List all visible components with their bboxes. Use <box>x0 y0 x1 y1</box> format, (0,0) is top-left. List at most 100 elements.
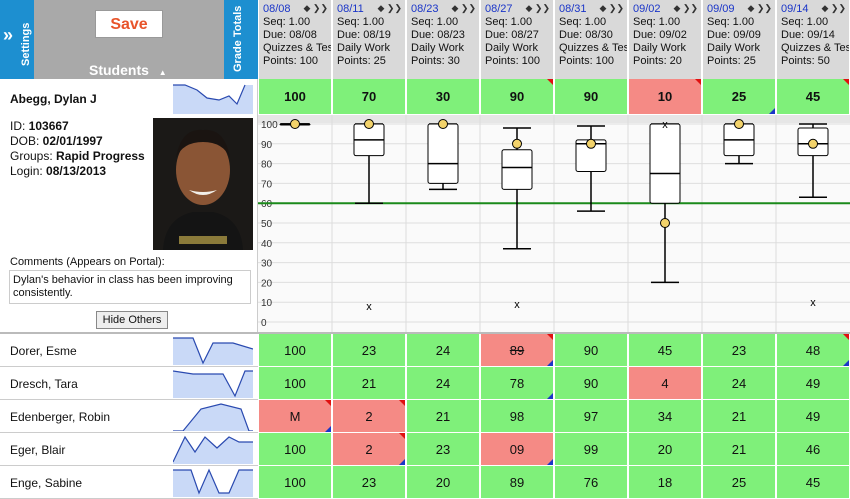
reorder-arrows-icon[interactable]: ◆ ❯❯ <box>747 3 772 13</box>
student-name[interactable]: Enge, Sabine <box>10 476 83 490</box>
students-sort-header[interactable]: Students ▲ <box>89 62 167 78</box>
assignment-date[interactable]: 08/11 <box>337 3 364 15</box>
grade-cell[interactable]: 76 <box>554 466 627 499</box>
assignment-header[interactable]: 09/09 ◆ ❯❯ Seq: 1.00 Due: 09/09 Daily Work Po… <box>702 0 775 79</box>
assignment-date[interactable]: 08/31 <box>559 3 587 15</box>
reorder-arrows-icon[interactable]: ◆ ❯❯ <box>599 3 624 13</box>
grade-totals-tab[interactable]: Grade Totals <box>224 0 258 79</box>
flag-icon <box>547 334 553 340</box>
grade-cell[interactable]: 24 <box>406 334 479 367</box>
grade-cell[interactable]: 100 <box>258 334 331 367</box>
students-header: Save Students ▲ <box>34 0 224 79</box>
student-name[interactable]: Dresch, Tara <box>10 377 78 391</box>
row-divider <box>0 465 258 466</box>
reorder-arrows-icon[interactable]: ◆ ❯❯ <box>451 3 476 13</box>
assignment-header[interactable]: 09/02 ◆ ❯❯ Seq: 1.00 Due: 09/02 Daily Work Po… <box>628 0 701 79</box>
grade-cell[interactable]: 2 <box>332 433 405 466</box>
student-dob-line: DOB: 02/01/1997 <box>10 134 103 148</box>
grade-cell[interactable]: 100 <box>258 433 331 466</box>
hide-others-button[interactable]: Hide Others <box>96 311 168 329</box>
grade-cell[interactable]: 20 <box>628 433 701 466</box>
assignment-header[interactable]: 08/11 ◆ ❯❯ Seq: 1.00 Due: 08/19 Daily Work Po… <box>332 0 405 79</box>
grade-cell[interactable]: 100 <box>258 466 331 499</box>
student-login-line: Login: 08/13/2013 <box>10 164 107 178</box>
grade-cell[interactable]: 48 <box>776 334 849 367</box>
assignment-due: Due: 09/09 <box>707 29 761 41</box>
reorder-arrows-icon[interactable]: ◆ ❯❯ <box>821 3 846 13</box>
box <box>501 149 533 190</box>
grade-cell[interactable]: 25 <box>702 466 775 499</box>
assignment-header[interactable]: 08/23 ◆ ❯❯ Seq: 1.00 Due: 08/23 Daily Work Po… <box>406 0 479 79</box>
grade-cell[interactable]: 90 <box>554 334 627 367</box>
grade-cell[interactable]: 23 <box>332 334 405 367</box>
grade-cell[interactable]: 45 <box>628 334 701 367</box>
grade-cell[interactable]: 90 <box>554 79 627 115</box>
y-tick-label: 80 <box>261 160 273 171</box>
assignment-date[interactable]: 09/14 <box>781 3 809 15</box>
grade-cell[interactable]: M <box>258 400 331 433</box>
reorder-arrows-icon[interactable]: ◆ ❯❯ <box>673 3 698 13</box>
grade-cell[interactable]: 21 <box>406 400 479 433</box>
grade-cell[interactable]: 23 <box>702 334 775 367</box>
grade-cell[interactable]: 49 <box>776 367 849 400</box>
grade-cell[interactable]: 97 <box>554 400 627 433</box>
grade-cell[interactable]: 24 <box>702 367 775 400</box>
grade-cell[interactable]: 21 <box>702 433 775 466</box>
assignment-type: Daily Work <box>337 42 390 54</box>
grade-cell[interactable]: 99 <box>554 433 627 466</box>
grade-cell[interactable]: 24 <box>406 367 479 400</box>
grade-cell[interactable]: 34 <box>628 400 701 433</box>
student-name[interactable]: Edenberger, Robin <box>10 410 111 424</box>
assignment-date[interactable]: 08/23 <box>411 3 439 15</box>
flag-icon <box>695 79 701 85</box>
grade-cell[interactable]: 18 <box>628 466 701 499</box>
y-tick-label: 0 <box>261 318 267 329</box>
comments-textarea[interactable]: Dylan's behavior in class has been impro… <box>9 270 251 304</box>
reorder-arrows-icon[interactable]: ◆ ❯❯ <box>525 3 550 13</box>
grade-cell[interactable]: 89 <box>480 466 553 499</box>
student-name[interactable]: Eger, Blair <box>10 443 66 457</box>
grade-cell[interactable]: 90 <box>554 367 627 400</box>
settings-tab[interactable]: » Settings <box>0 0 34 79</box>
grade-cell[interactable]: 23 <box>406 433 479 466</box>
reorder-arrows-icon[interactable]: ◆ ❯❯ <box>303 3 328 13</box>
grade-cell[interactable]: 89 <box>480 334 553 367</box>
y-tick-label: 100 <box>261 120 278 131</box>
grade-cell[interactable]: 78 <box>480 367 553 400</box>
assignment-header[interactable]: 08/08 ◆ ❯❯ Seq: 1.00 Due: 08/08 Quizzes & Te… <box>258 0 331 79</box>
grade-cell[interactable]: 20 <box>406 466 479 499</box>
grade-cell[interactable]: 98 <box>480 400 553 433</box>
reorder-arrows-icon[interactable]: ◆ ❯❯ <box>377 3 402 13</box>
assignment-header[interactable]: 09/14 ◆ ❯❯ Seq: 1.00 Due: 09/14 Quizzes & Te… <box>776 0 849 79</box>
grade-cell[interactable]: 4 <box>628 367 701 400</box>
grade-cell[interactable]: 21 <box>332 367 405 400</box>
assignment-header[interactable]: 08/27 ◆ ❯❯ Seq: 1.00 Due: 08/27 Daily Work Po… <box>480 0 553 79</box>
grade-cell[interactable]: 2 <box>332 400 405 433</box>
grade-cell[interactable]: 100 <box>258 79 331 115</box>
grade-cell[interactable]: 10 <box>628 79 701 115</box>
assignment-date[interactable]: 09/02 <box>633 3 661 15</box>
student-name[interactable]: Dorer, Esme <box>10 344 77 358</box>
grade-cell[interactable]: 45 <box>776 466 849 499</box>
grade-cell[interactable]: 45 <box>776 79 849 115</box>
save-button[interactable]: Save <box>95 10 163 38</box>
assignment-points: Points: 100 <box>485 55 541 67</box>
assignment-date[interactable]: 08/27 <box>485 3 513 15</box>
assignment-header[interactable]: 08/31 ◆ ❯❯ Seq: 1.00 Due: 08/30 Quizzes & Te… <box>554 0 627 79</box>
assignment-date[interactable]: 09/09 <box>707 3 735 15</box>
grade-cell[interactable]: 49 <box>776 400 849 433</box>
assignment-seq: Seq: 1.00 <box>263 16 311 28</box>
assignment-date[interactable]: 08/08 <box>263 3 291 15</box>
grade-cell[interactable]: 30 <box>406 79 479 115</box>
grade-cell[interactable]: 09 <box>480 433 553 466</box>
grade-cell[interactable]: 25 <box>702 79 775 115</box>
student-photo <box>153 118 253 250</box>
grade-cell[interactable]: 70 <box>332 79 405 115</box>
grade-cell[interactable]: 46 <box>776 433 849 466</box>
flag-icon <box>547 393 553 399</box>
grade-cell[interactable]: 23 <box>332 466 405 499</box>
grade-cell[interactable]: 100 <box>258 367 331 400</box>
grade-cell[interactable]: 90 <box>480 79 553 115</box>
grade-cell[interactable]: 21 <box>702 400 775 433</box>
student-sparkline <box>173 435 253 464</box>
